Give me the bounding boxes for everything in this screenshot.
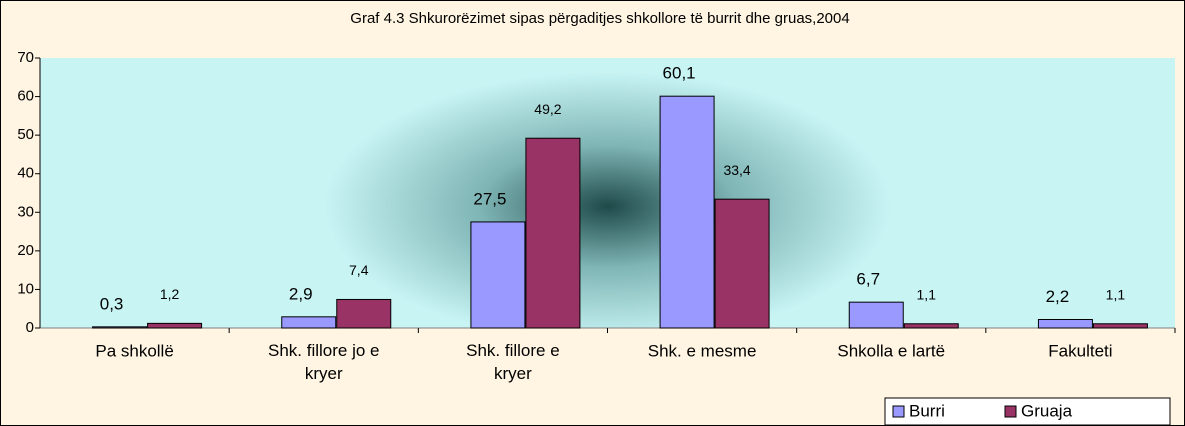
- bar: [281, 316, 337, 329]
- y-tick-label: 70: [17, 49, 34, 66]
- x-tick-label: Shk. e mesme: [648, 341, 757, 360]
- y-tick-label: 50: [17, 126, 34, 143]
- bar: [470, 221, 526, 329]
- bar: [659, 95, 715, 329]
- data-label: 0,3: [100, 294, 124, 313]
- data-label: 33,4: [723, 162, 750, 178]
- chart-title: Graf 4.3 Shkurorëzimet sipas përgaditjes…: [350, 10, 849, 27]
- data-label: 60,1: [663, 64, 696, 83]
- legend-swatch: [1004, 405, 1017, 418]
- y-tick-label: 20: [17, 242, 34, 259]
- bar: [848, 301, 904, 329]
- x-tick-label: Shk. fillore e kryer: [466, 341, 560, 383]
- data-label: 49,2: [534, 101, 561, 117]
- bar: [147, 322, 203, 329]
- x-tick-label: Pa shkollë: [95, 341, 173, 360]
- bar: [92, 326, 148, 329]
- data-label: 6,7: [856, 270, 880, 289]
- data-label: 2,2: [1046, 287, 1070, 306]
- y-tick-label: 0: [26, 319, 34, 336]
- y-tick-label: 10: [17, 280, 34, 297]
- legend-label: Burri: [909, 401, 945, 420]
- data-label: 1,2: [160, 286, 180, 302]
- bar: [525, 137, 581, 329]
- bar: [336, 298, 392, 329]
- plot-area: [40, 58, 1175, 328]
- y-tick-label: 40: [17, 165, 34, 182]
- data-label: 7,4: [349, 262, 369, 278]
- bar: [714, 198, 770, 329]
- y-tick-label: 60: [17, 88, 34, 105]
- data-label: 1,1: [917, 286, 937, 302]
- x-tick-label: Shk. fillore jo e kryer: [268, 341, 380, 383]
- bar: [903, 323, 959, 329]
- x-tick-label: Fakulteti: [1048, 341, 1112, 360]
- bar: [1092, 323, 1148, 329]
- data-label: 27,5: [473, 189, 506, 208]
- y-tick-label: 30: [17, 203, 34, 220]
- legend-label: Gruaja: [1021, 401, 1073, 420]
- legend-swatch: [892, 405, 905, 418]
- data-label: 2,9: [289, 284, 313, 303]
- x-tick-label: Shkolla e lartë: [837, 341, 945, 360]
- legend: [884, 397, 1171, 426]
- data-label: 1,1: [1106, 286, 1126, 302]
- bar: [1037, 319, 1093, 329]
